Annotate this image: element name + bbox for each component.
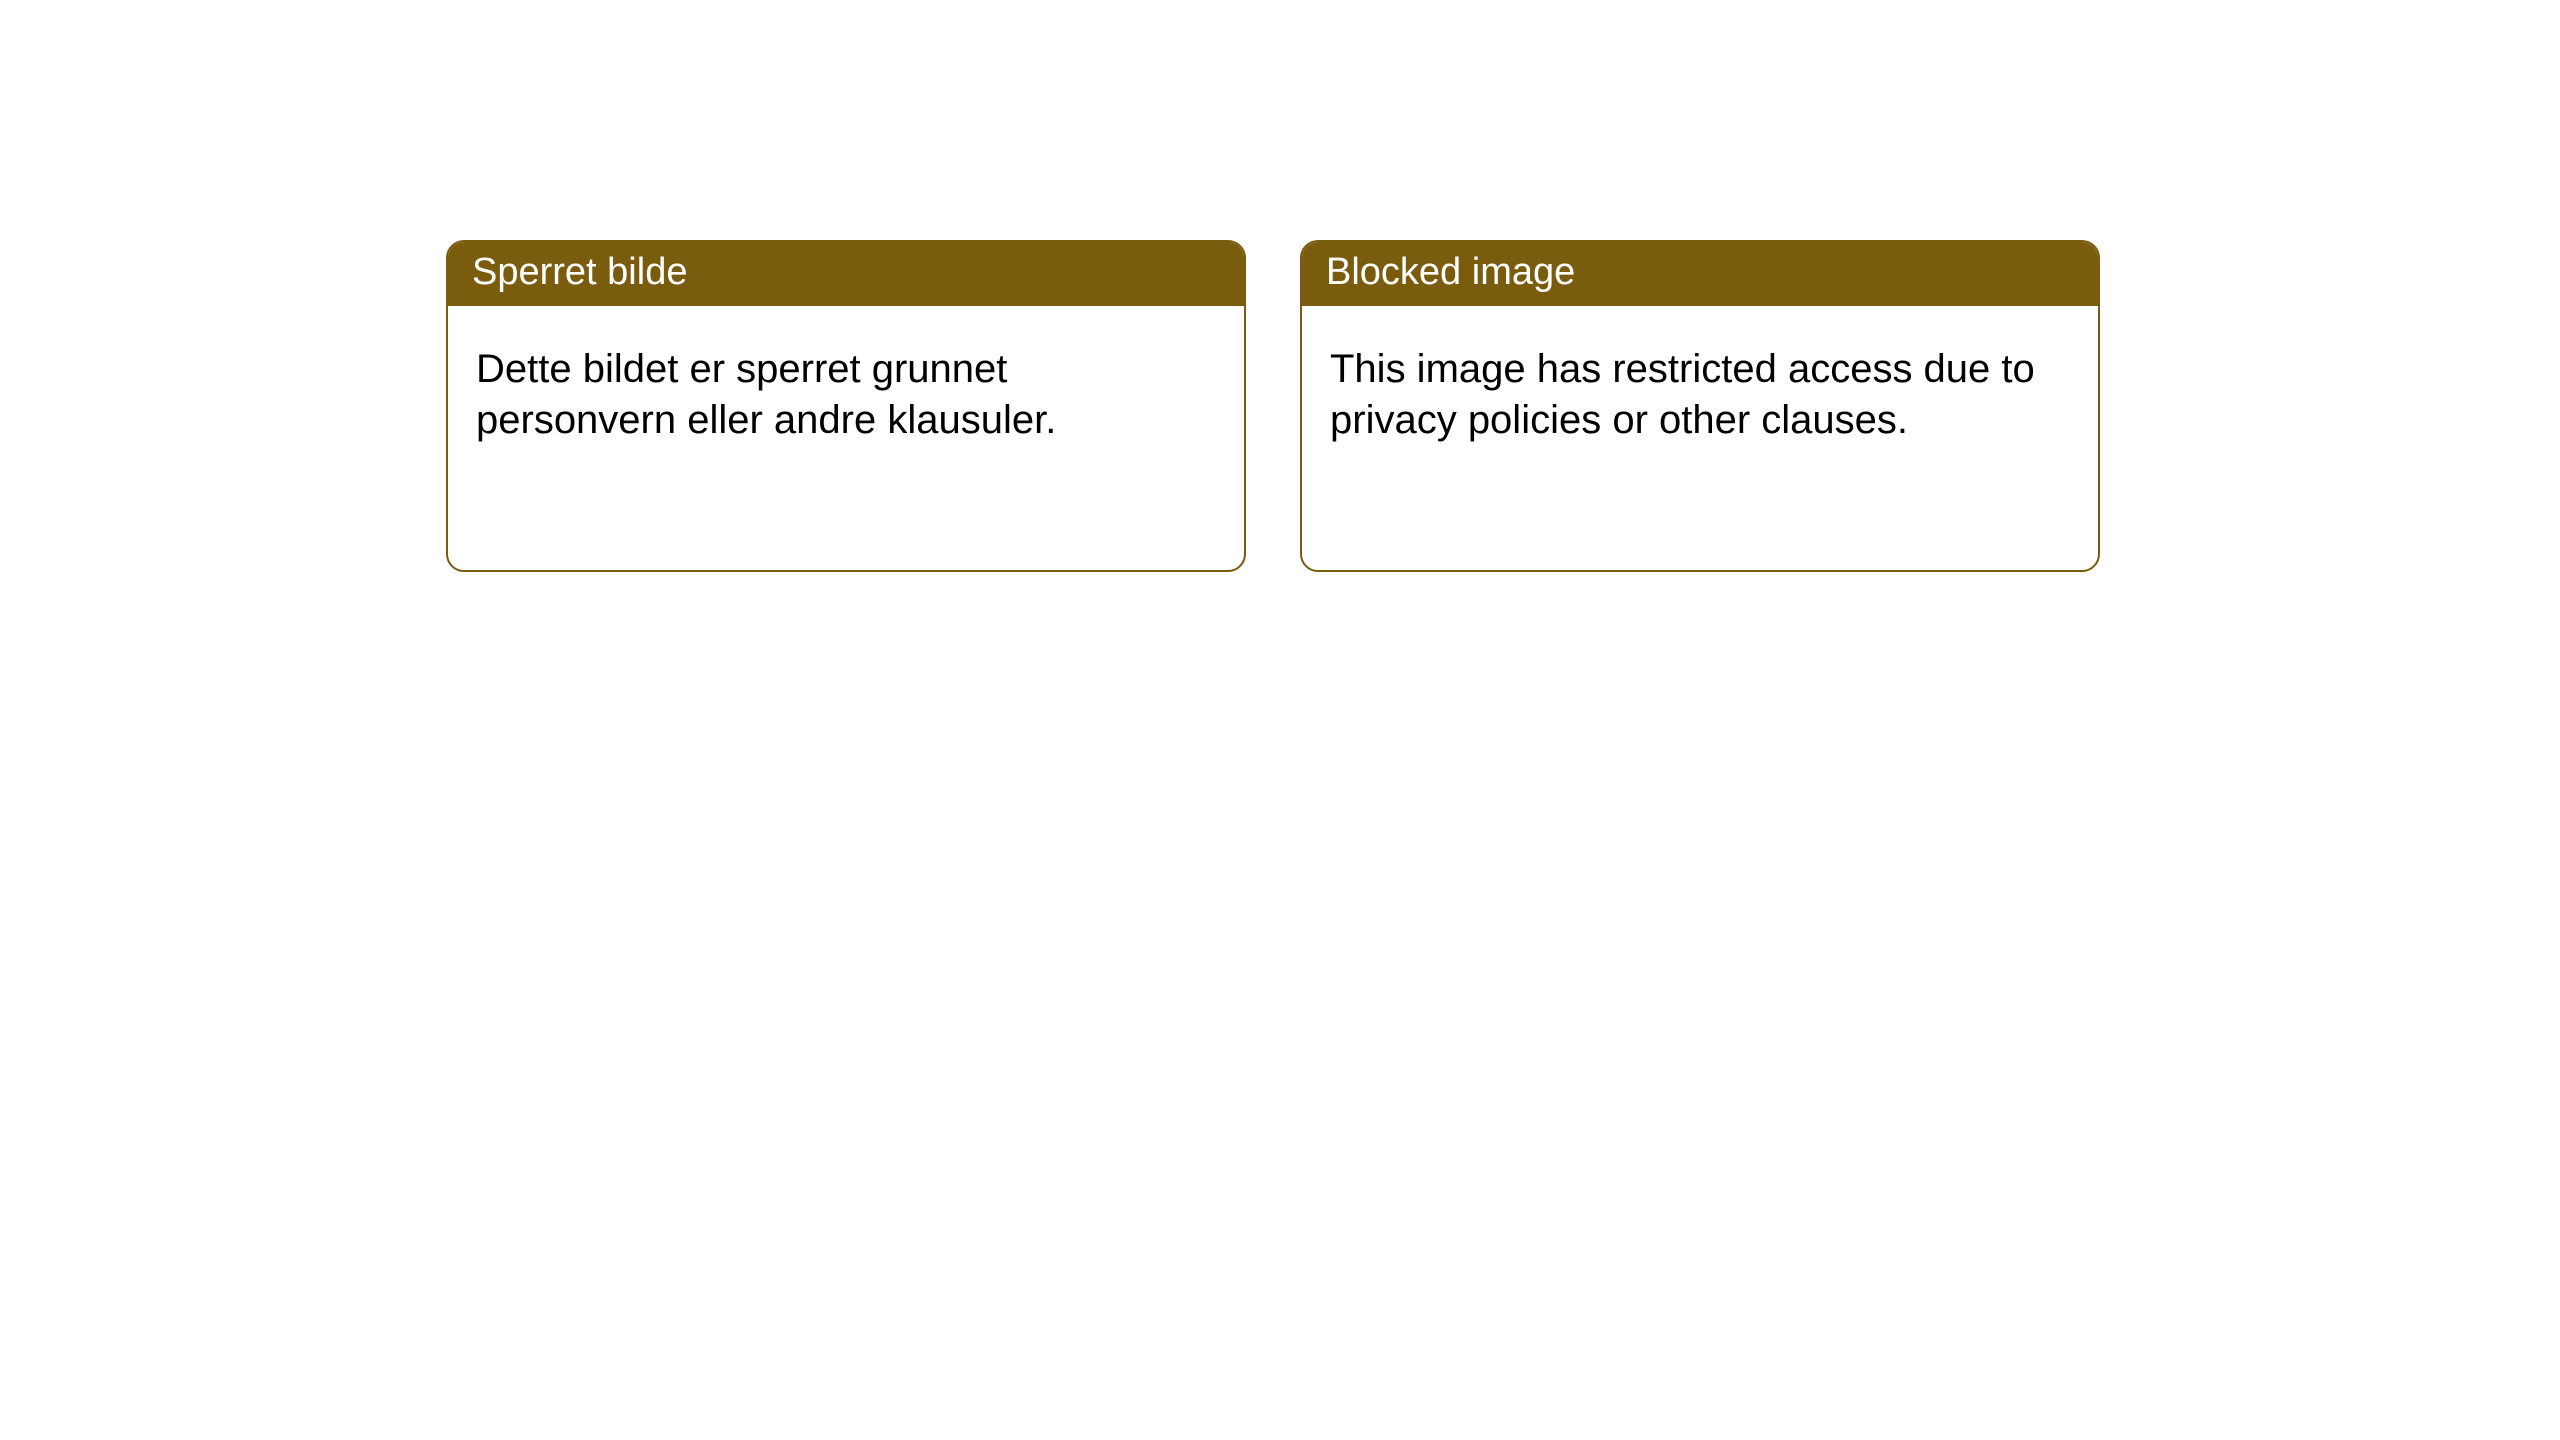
notice-card-english: Blocked image This image has restricted …	[1300, 240, 2100, 572]
notice-header: Blocked image	[1302, 242, 2098, 306]
notice-card-norwegian: Sperret bilde Dette bildet er sperret gr…	[446, 240, 1246, 572]
notice-header: Sperret bilde	[448, 242, 1244, 306]
notice-container: Sperret bilde Dette bildet er sperret gr…	[0, 0, 2560, 572]
notice-body: Dette bildet er sperret grunnet personve…	[448, 306, 1244, 474]
notice-body: This image has restricted access due to …	[1302, 306, 2098, 474]
